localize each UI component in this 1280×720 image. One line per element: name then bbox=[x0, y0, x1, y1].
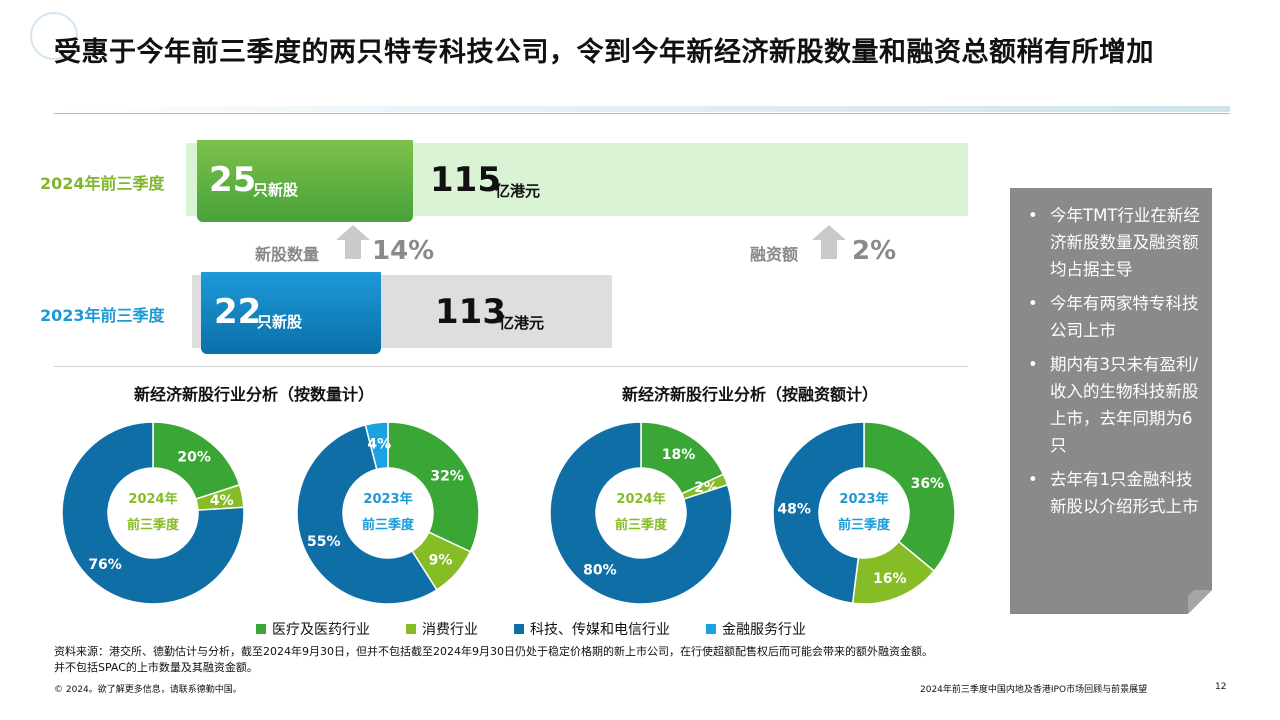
donut-slice bbox=[364, 421, 389, 471]
donut-slice bbox=[772, 421, 865, 605]
count-growth-label: 新股数量 bbox=[255, 245, 320, 264]
footer-title: 2024年前三季度中国内地及香港IPO市场回顾与前景展望 bbox=[920, 685, 1148, 695]
count-growth-pct: 14% bbox=[372, 236, 435, 266]
insight-item: 今年TMT行业在新经济新股数量及融资额均占据主导 bbox=[1026, 202, 1204, 283]
legend-swatch bbox=[514, 624, 524, 634]
donut-center-label: 前三季度 bbox=[615, 517, 668, 533]
page-fold-icon bbox=[1188, 590, 1212, 614]
legend-label: 金融服务行业 bbox=[722, 622, 806, 638]
amount-value-2024: 115 bbox=[430, 160, 501, 200]
chart-legend: 医疗及医药行业 消费行业 科技、传媒和电信行业 金融服务行业 bbox=[256, 619, 806, 639]
legend-swatch bbox=[706, 624, 716, 634]
count-unit-2024: 只新股 bbox=[253, 181, 299, 199]
page-number: 12 bbox=[1215, 682, 1227, 692]
decorative-circle bbox=[30, 12, 78, 60]
amount-unit-2024: 亿港元 bbox=[495, 182, 541, 200]
section-divider bbox=[54, 366, 968, 367]
donut-center-label: 前三季度 bbox=[838, 517, 891, 533]
count-value-2024: 25 bbox=[209, 160, 257, 200]
count-unit-2023: 只新股 bbox=[257, 313, 303, 331]
amount-unit-2023: 亿港元 bbox=[499, 314, 545, 332]
legend-item-tmt: 科技、传媒和电信行业 bbox=[514, 619, 670, 639]
legend-item-consumer: 消费行业 bbox=[406, 619, 478, 639]
slice-label: 18% bbox=[662, 447, 696, 463]
slice-label: 4% bbox=[367, 437, 391, 453]
title-divider bbox=[54, 106, 1230, 112]
legend-item-healthcare: 医疗及医药行业 bbox=[256, 619, 370, 639]
insight-item: 期内有3只未有盈利/收入的生物科技新股上市，去年同期为6只 bbox=[1026, 351, 1204, 459]
count-value-2023: 22 bbox=[214, 292, 262, 332]
donut-center-label: 前三季度 bbox=[127, 517, 180, 533]
copyright: © 2024。欲了解更多信息，请联系德勤中国。 bbox=[54, 685, 242, 695]
insight-item: 去年有1只金融科技新股以介绍形式上市 bbox=[1026, 466, 1204, 520]
slice-label: 16% bbox=[873, 571, 907, 587]
amount-growth-pct: 2% bbox=[852, 236, 897, 266]
amount-value-2023: 113 bbox=[435, 292, 506, 332]
row-label-2024: 2024年前三季度 bbox=[40, 174, 165, 193]
insight-item: 今年有两家特专科技公司上市 bbox=[1026, 290, 1204, 344]
slice-label: 9% bbox=[429, 552, 453, 568]
source-note: 资料来源：港交所、德勤估计与分析，截至2024年9月30日，但并不包括截至202… bbox=[54, 644, 1214, 676]
up-arrow-icon bbox=[336, 225, 370, 259]
title-divider-line bbox=[54, 113, 1230, 114]
chart-title-by-count: 新经济新股行业分析（按数量计） bbox=[134, 385, 375, 404]
donut-slice bbox=[296, 423, 438, 605]
slice-label: 55% bbox=[307, 534, 341, 550]
legend-swatch bbox=[406, 624, 416, 634]
donut-center-label: 2024年 bbox=[128, 491, 177, 507]
slice-label: 48% bbox=[777, 502, 811, 518]
slice-label: 36% bbox=[911, 476, 945, 492]
row-label-2023: 2023年前三季度 bbox=[40, 306, 165, 325]
legend-item-financial: 金融服务行业 bbox=[706, 619, 806, 639]
up-arrow-icon bbox=[812, 225, 846, 259]
slice-label: 80% bbox=[583, 563, 617, 579]
count-box-2023: 22 只新股 bbox=[201, 272, 381, 354]
donut-slice bbox=[549, 421, 733, 605]
donut-center-label: 2023年 bbox=[363, 491, 412, 507]
legend-label: 医疗及医药行业 bbox=[272, 622, 370, 638]
legend-label: 科技、传媒和电信行业 bbox=[530, 622, 670, 638]
donut-center-label: 2024年 bbox=[616, 491, 665, 507]
page-title: 受惠于今年前三季度的两只特专科技公司，令到今年新经济新股数量和融资总额稍有所增加 bbox=[54, 37, 1154, 68]
insights-list: 今年TMT行业在新经济新股数量及融资额均占据主导 今年有两家特专科技公司上市 期… bbox=[1026, 202, 1204, 527]
amount-growth-label: 融资额 bbox=[750, 245, 799, 264]
source-line: 并不包括SPAC的上市数量及其融资金额。 bbox=[54, 661, 258, 674]
donut-slice bbox=[61, 421, 245, 605]
source-line: 资料来源：港交所、德勤估计与分析，截至2024年9月30日，但并不包括截至202… bbox=[54, 645, 933, 658]
slice-label: 76% bbox=[88, 557, 122, 573]
donut-slice bbox=[387, 421, 480, 553]
slice-label: 32% bbox=[430, 468, 464, 484]
legend-label: 消费行业 bbox=[422, 622, 478, 638]
donut-slice bbox=[863, 421, 956, 573]
count-box-2024: 25 只新股 bbox=[197, 140, 413, 222]
slice-label: 4% bbox=[210, 493, 234, 509]
donut-center-label: 前三季度 bbox=[362, 517, 415, 533]
chart-title-by-amount: 新经济新股行业分析（按融资额计） bbox=[622, 385, 879, 404]
legend-swatch bbox=[256, 624, 266, 634]
donut-charts: 20% 4% 76% 2024年前三季度 32% 9% 55% 4% 2023年前三季度 18% 2… bbox=[61, 421, 956, 605]
donut-center-label: 2023年 bbox=[839, 491, 888, 507]
slice-label: 20% bbox=[177, 449, 211, 465]
